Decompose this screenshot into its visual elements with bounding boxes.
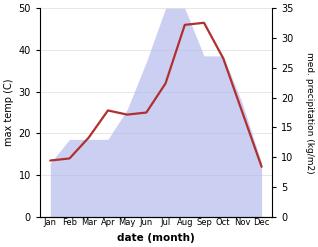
Y-axis label: max temp (C): max temp (C) [4, 79, 14, 146]
Y-axis label: med. precipitation (kg/m2): med. precipitation (kg/m2) [305, 52, 314, 173]
X-axis label: date (month): date (month) [117, 233, 195, 243]
